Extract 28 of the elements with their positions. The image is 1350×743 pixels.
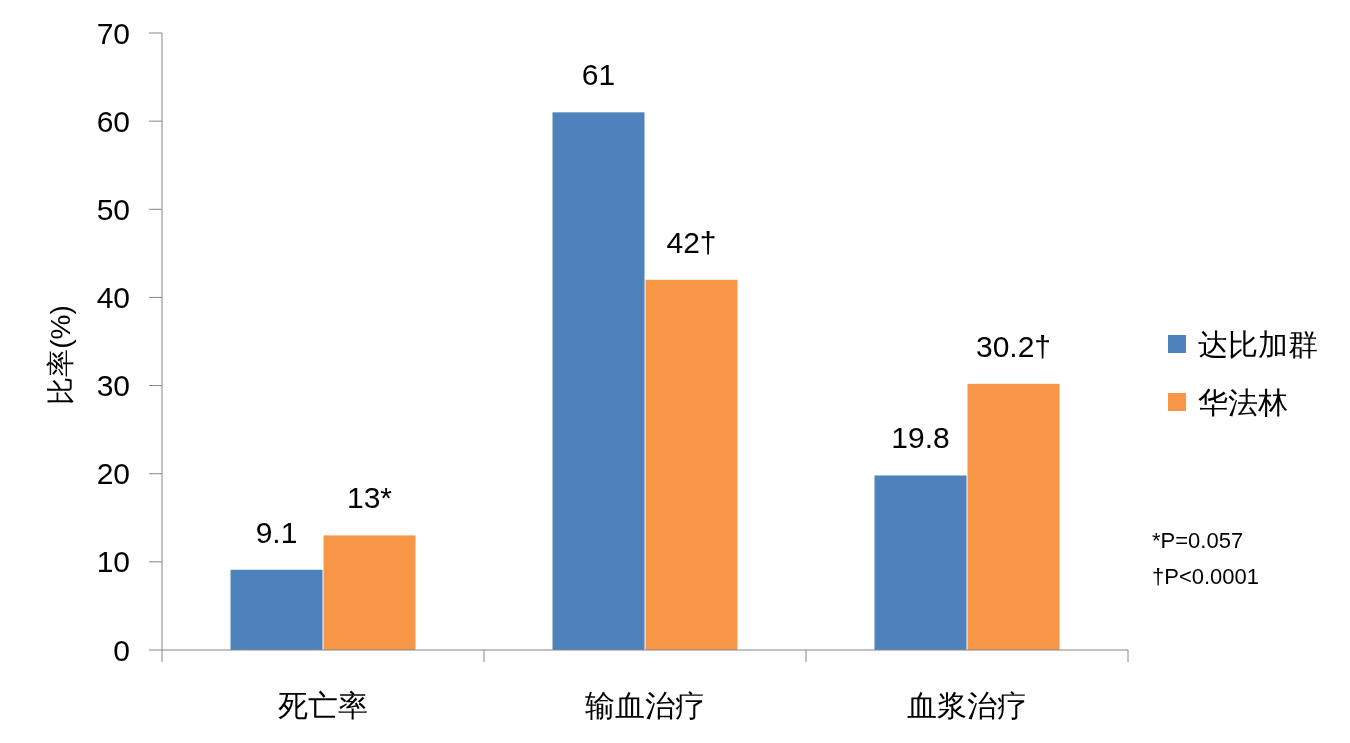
x-tick-label: 输血治疗	[585, 688, 705, 722]
bar	[645, 279, 738, 650]
y-tick-label: 10	[96, 545, 130, 579]
y-tick-label: 50	[96, 192, 130, 226]
bar	[230, 569, 323, 650]
bar	[967, 383, 1060, 650]
text: *P=0.057	[1152, 527, 1244, 553]
bar	[552, 112, 645, 650]
bar	[323, 535, 416, 650]
y-axis-title: 比率(%)	[44, 305, 76, 405]
data-label: 42†	[666, 225, 717, 259]
x-tick-label: 死亡率	[278, 688, 368, 722]
y-tick-label: 60	[96, 104, 130, 138]
y-tick-label: 70	[96, 16, 130, 50]
y-tick-label: 20	[96, 457, 130, 491]
y-tick-label: 30	[96, 369, 130, 403]
y-tick-label: 0	[113, 633, 130, 667]
legend-label: 达比加群	[1198, 327, 1318, 361]
data-label: 30.2†	[975, 329, 1052, 363]
bar	[874, 475, 967, 650]
data-label: 19.8	[891, 421, 950, 455]
data-label: 9.1	[255, 515, 298, 549]
y-tick-label: 40	[96, 280, 130, 314]
legend-label: 华法林	[1198, 385, 1288, 419]
x-tick-label: 血浆治疗	[907, 688, 1027, 722]
data-label: 13*	[346, 481, 393, 515]
data-label: 61	[581, 58, 616, 92]
text: †P<0.0001	[1152, 563, 1260, 589]
